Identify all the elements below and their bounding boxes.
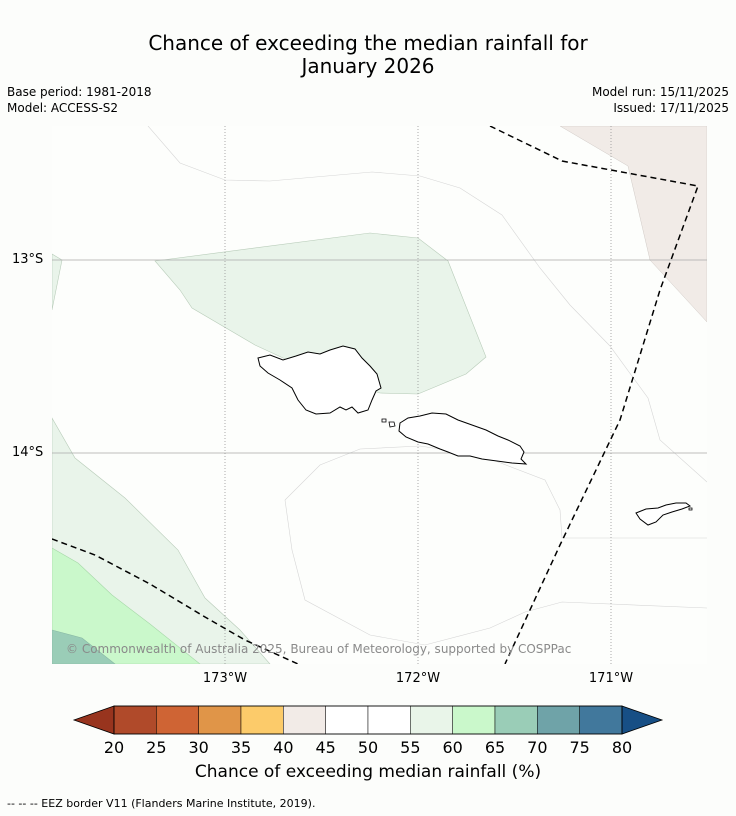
model-name: Model: ACCESS-S2 bbox=[7, 101, 119, 115]
colorbar-cells bbox=[113, 705, 623, 735]
colorbar-tick-label: 70 bbox=[527, 738, 548, 757]
lon-label-172w: 172°W bbox=[395, 671, 441, 686]
model-run: Model run: 15/11/2025 bbox=[591, 85, 729, 99]
colorbar-cell bbox=[367, 705, 411, 735]
island-aunuu bbox=[688, 507, 693, 511]
contour-line-north bbox=[147, 126, 707, 483]
eez-border-east bbox=[489, 126, 700, 664]
issued-date: Issued: 17/11/2025 bbox=[613, 101, 729, 115]
colorbar-cell bbox=[494, 705, 538, 735]
contour-55-60-region-left-edge bbox=[52, 253, 63, 311]
colorbar-cell bbox=[579, 705, 623, 735]
map-title-line1: Chance of exceeding the median rainfall … bbox=[148, 31, 588, 55]
colorbar-tick-label: 45 bbox=[315, 738, 336, 757]
colorbar-cell bbox=[113, 705, 157, 735]
colorbar-tick-label: 40 bbox=[273, 738, 294, 757]
colorbar-frame bbox=[113, 705, 623, 735]
colorbar-cell bbox=[240, 705, 284, 735]
contour-line-south-inner bbox=[284, 499, 707, 646]
colorbar-tick-label: 30 bbox=[188, 738, 209, 757]
colorbar-tick-label: 80 bbox=[611, 738, 633, 757]
colorbar-tick-label: 25 bbox=[146, 738, 167, 757]
copyright-notice: © Commonwealth of Australia 2025, Bureau… bbox=[66, 642, 572, 656]
colorbar-tick-label: 20 bbox=[103, 738, 125, 757]
lon-label-171w: 171°W bbox=[588, 671, 634, 686]
island-tutuila bbox=[635, 502, 692, 526]
map-title-line2: January 2026 bbox=[301, 54, 435, 78]
colorbar-tick-label: 60 bbox=[442, 738, 463, 757]
colorbar-cell bbox=[198, 705, 242, 735]
contour-60-65-region bbox=[52, 547, 201, 664]
island-savaii bbox=[257, 345, 382, 415]
colorbar-label: Chance of exceeding median rainfall (%) bbox=[194, 762, 542, 782]
base-period: Base period: 1981-2018 bbox=[7, 85, 152, 99]
colorbar-over-arrow bbox=[621, 705, 664, 735]
island-manono bbox=[388, 421, 396, 428]
contour-65-70-region bbox=[52, 629, 116, 664]
colorbar-under-arrow bbox=[72, 705, 115, 735]
lon-label-173w: 173°W bbox=[202, 671, 248, 686]
colorbar-cell bbox=[325, 705, 369, 735]
footnote-eez: -- -- -- EEZ border V11 (Flanders Marine… bbox=[7, 797, 316, 810]
lat-label-14s: 14°S bbox=[12, 445, 44, 460]
colorbar-cell bbox=[452, 705, 496, 735]
colorbar-tick-label: 50 bbox=[357, 738, 379, 757]
lat-label-13s: 13°S bbox=[12, 252, 44, 267]
colorbar-tick-label: 35 bbox=[230, 738, 252, 757]
colorbar-cell bbox=[156, 705, 199, 735]
eez-border-southwest bbox=[52, 538, 299, 664]
colorbar-cell bbox=[410, 705, 453, 735]
colorbar-tick-label: 65 bbox=[484, 738, 506, 757]
colorbar-cell bbox=[537, 705, 580, 735]
colorbar-tick-label: 55 bbox=[400, 738, 421, 757]
colorbar-cell bbox=[283, 705, 326, 735]
colorbar-tick-label: 75 bbox=[569, 738, 590, 757]
island-upolu bbox=[398, 412, 528, 465]
contour-40-45-region bbox=[559, 126, 707, 323]
island-apolima bbox=[381, 418, 387, 423]
